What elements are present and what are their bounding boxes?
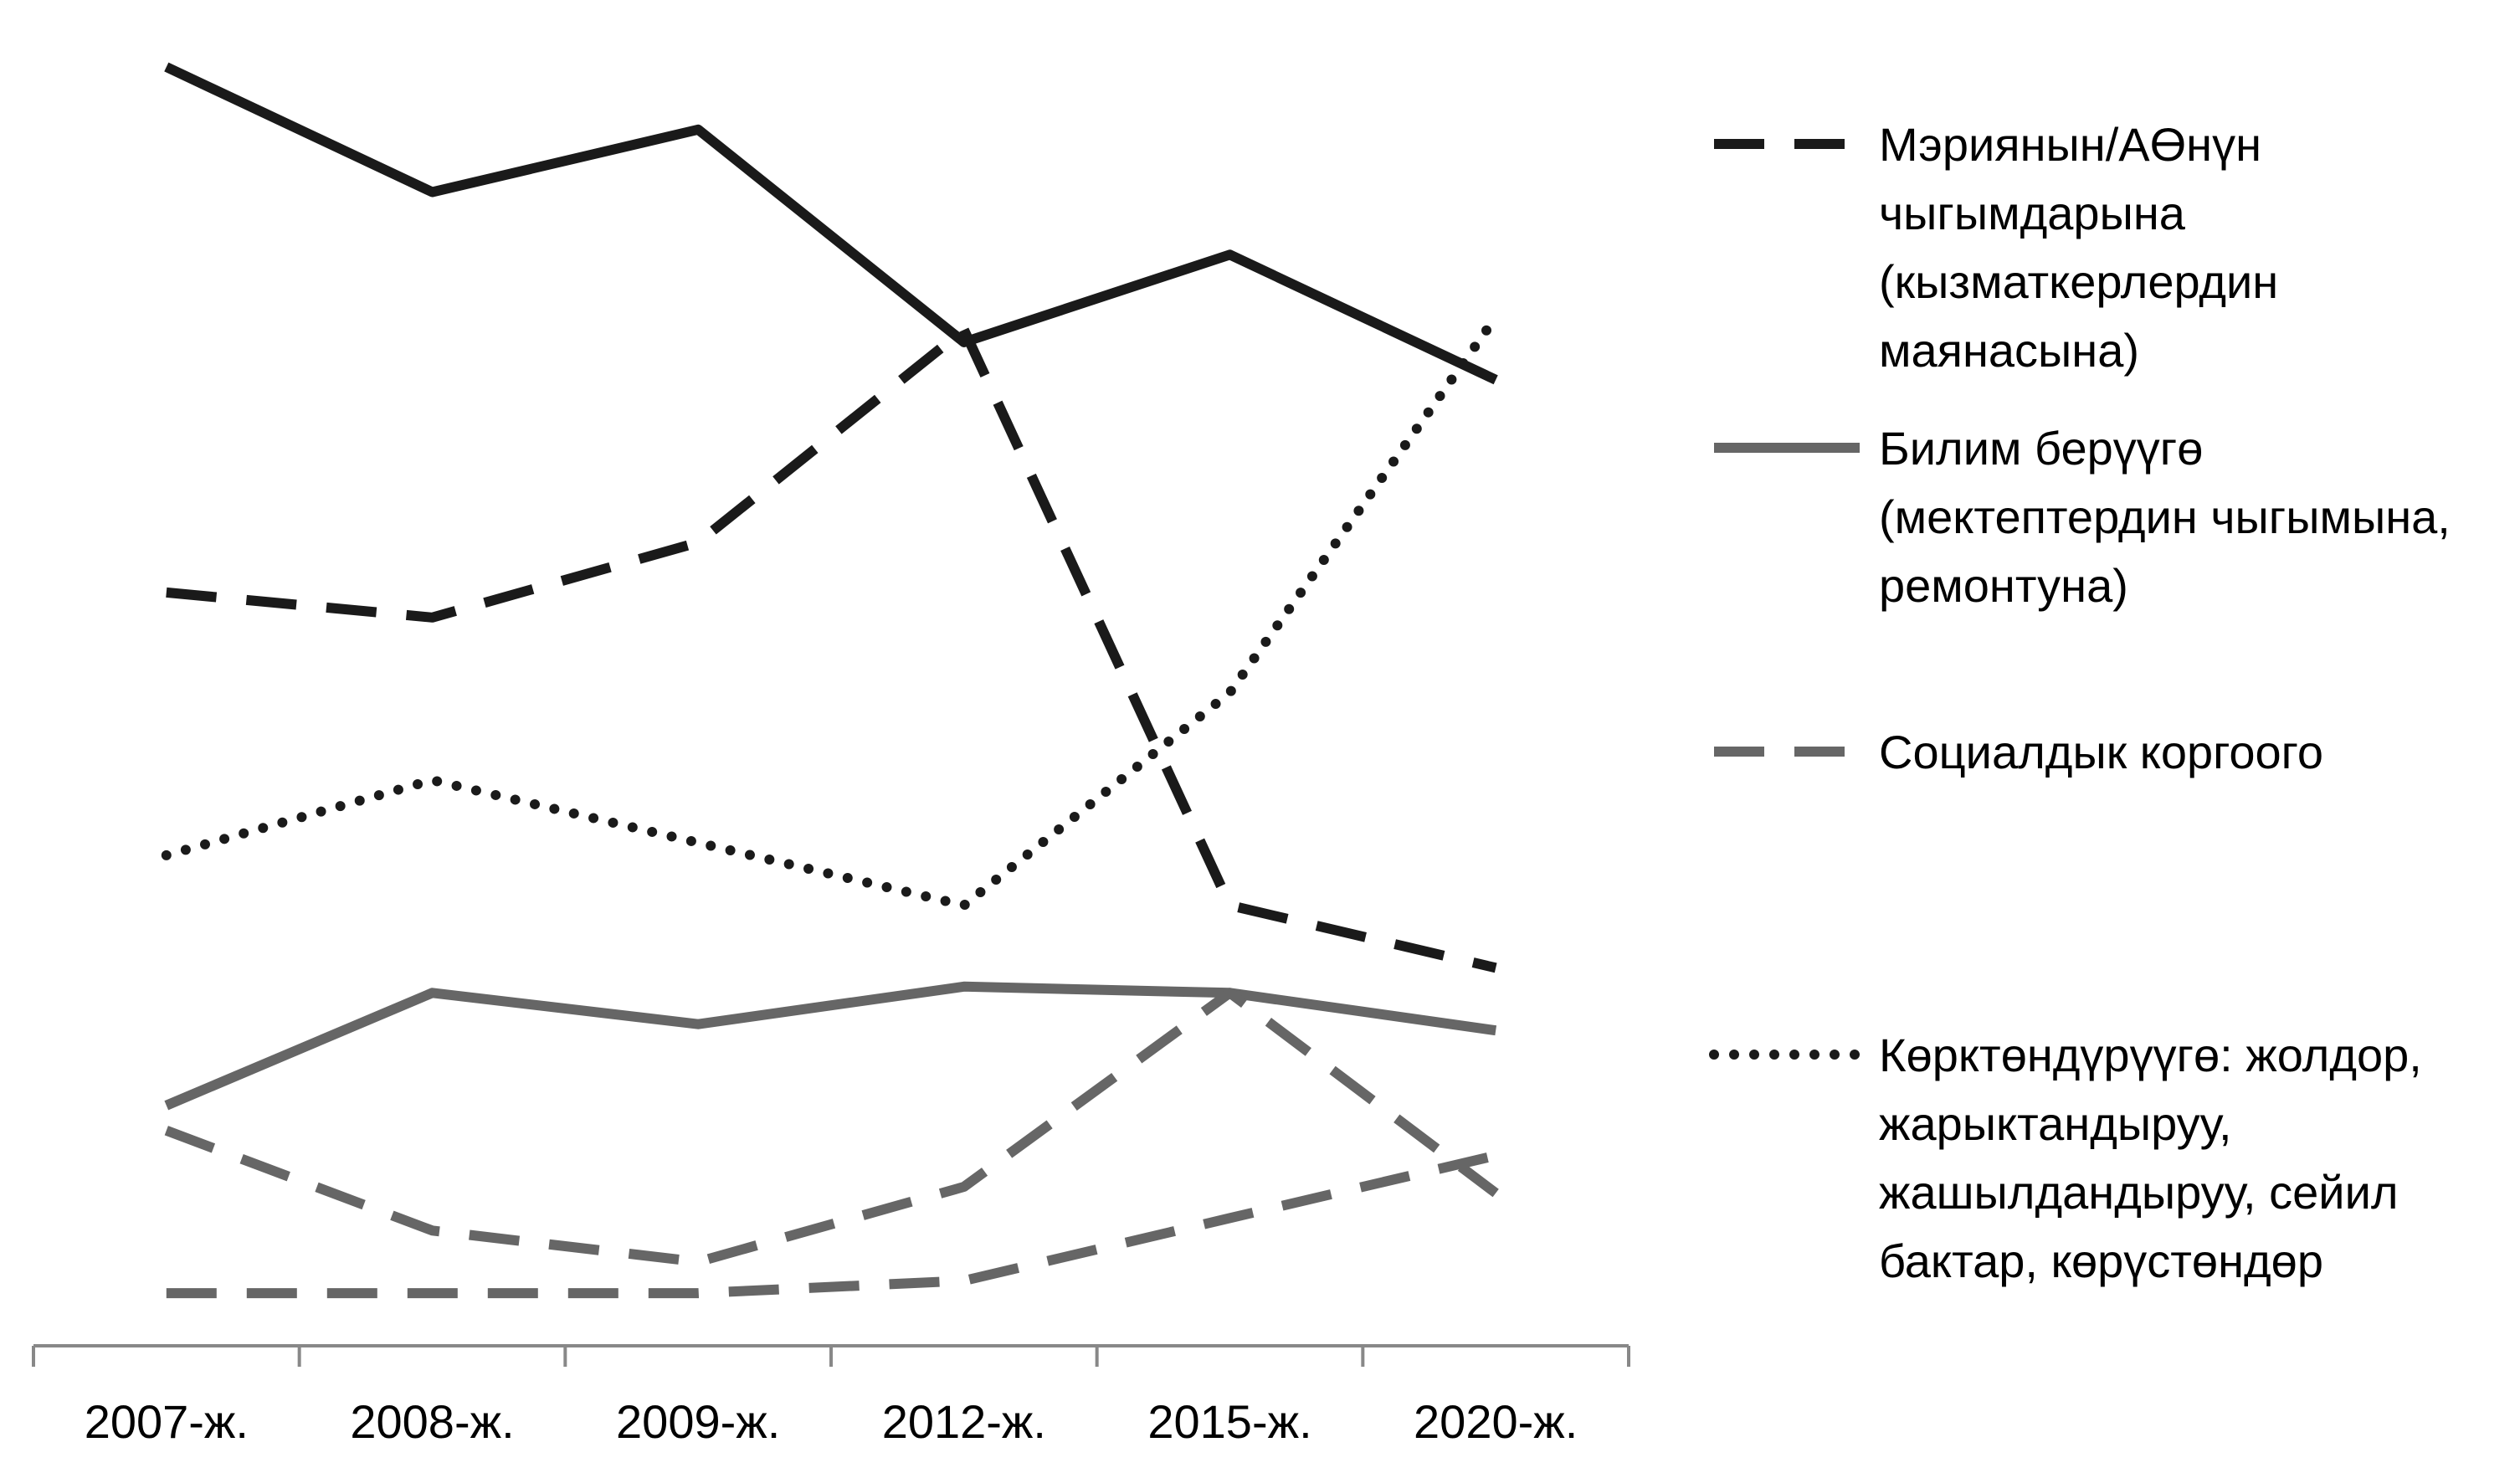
legend-entry-1: Билим берүүгө (мектептердин чыгымына, ремо… bbox=[1714, 422, 2451, 612]
series-line-0 bbox=[166, 325, 1497, 973]
x-axis: 2007-ж. 2008-ж. 2009-ж. 2012-ж. 2015-ж. 2020-… bbox=[32, 1344, 1630, 1448]
series-line-1 bbox=[164, 981, 1497, 1111]
legend-label: (мектептердин чыгымына, bbox=[1879, 490, 2451, 543]
legend-label: маянасына) bbox=[1879, 324, 2139, 377]
series-layer bbox=[161, 62, 1501, 1299]
x-tick-label: 2020-ж. bbox=[1414, 1395, 1578, 1448]
x-tick-label: 2009-ж. bbox=[616, 1395, 780, 1448]
legend: Мэриянын/АӨнүн чыгымдарына (кызматкерлерди… bbox=[1709, 118, 2451, 1287]
legend-label: чыгымдарына bbox=[1879, 187, 2186, 239]
legend-label: бактар, көрүстөндөр bbox=[1879, 1234, 2323, 1287]
legend-entry-3: Көрктөндүрүүгө: жолдор, жарыктандыруу, жаш… bbox=[1709, 1029, 2422, 1287]
legend-entry-2: Социалдык коргоого bbox=[1714, 726, 2323, 778]
series-line-3 bbox=[161, 312, 1501, 911]
x-tick-label: 2008-ж. bbox=[350, 1395, 514, 1448]
legend-label: Мэриянын/АӨнүн bbox=[1879, 118, 2261, 171]
series-line-2 bbox=[164, 988, 1499, 1267]
x-tick-label: 2012-ж. bbox=[882, 1395, 1046, 1448]
legend-entry-0: Мэриянын/АӨнүн чыгымдарына (кызматкерлерди… bbox=[1714, 118, 2278, 377]
series-line-5 bbox=[166, 1150, 1497, 1299]
legend-label: (кызматкерлердин bbox=[1879, 255, 2278, 308]
legend-label: Көрктөндүрүүгө: жолдор, bbox=[1879, 1029, 2422, 1081]
legend-label: Билим берүүгө bbox=[1879, 422, 2203, 475]
series-line-4 bbox=[164, 62, 1498, 385]
x-tick-label: 2007-ж. bbox=[85, 1395, 249, 1448]
legend-label: Социалдык коргоого bbox=[1879, 726, 2323, 778]
legend-label: ремонтуна) bbox=[1879, 559, 2128, 612]
legend-label: жарыктандыруу, bbox=[1879, 1097, 2232, 1150]
x-tick-label: 2015-ж. bbox=[1147, 1395, 1311, 1448]
legend-label: жашылдандыруу, сейил bbox=[1879, 1166, 2399, 1219]
